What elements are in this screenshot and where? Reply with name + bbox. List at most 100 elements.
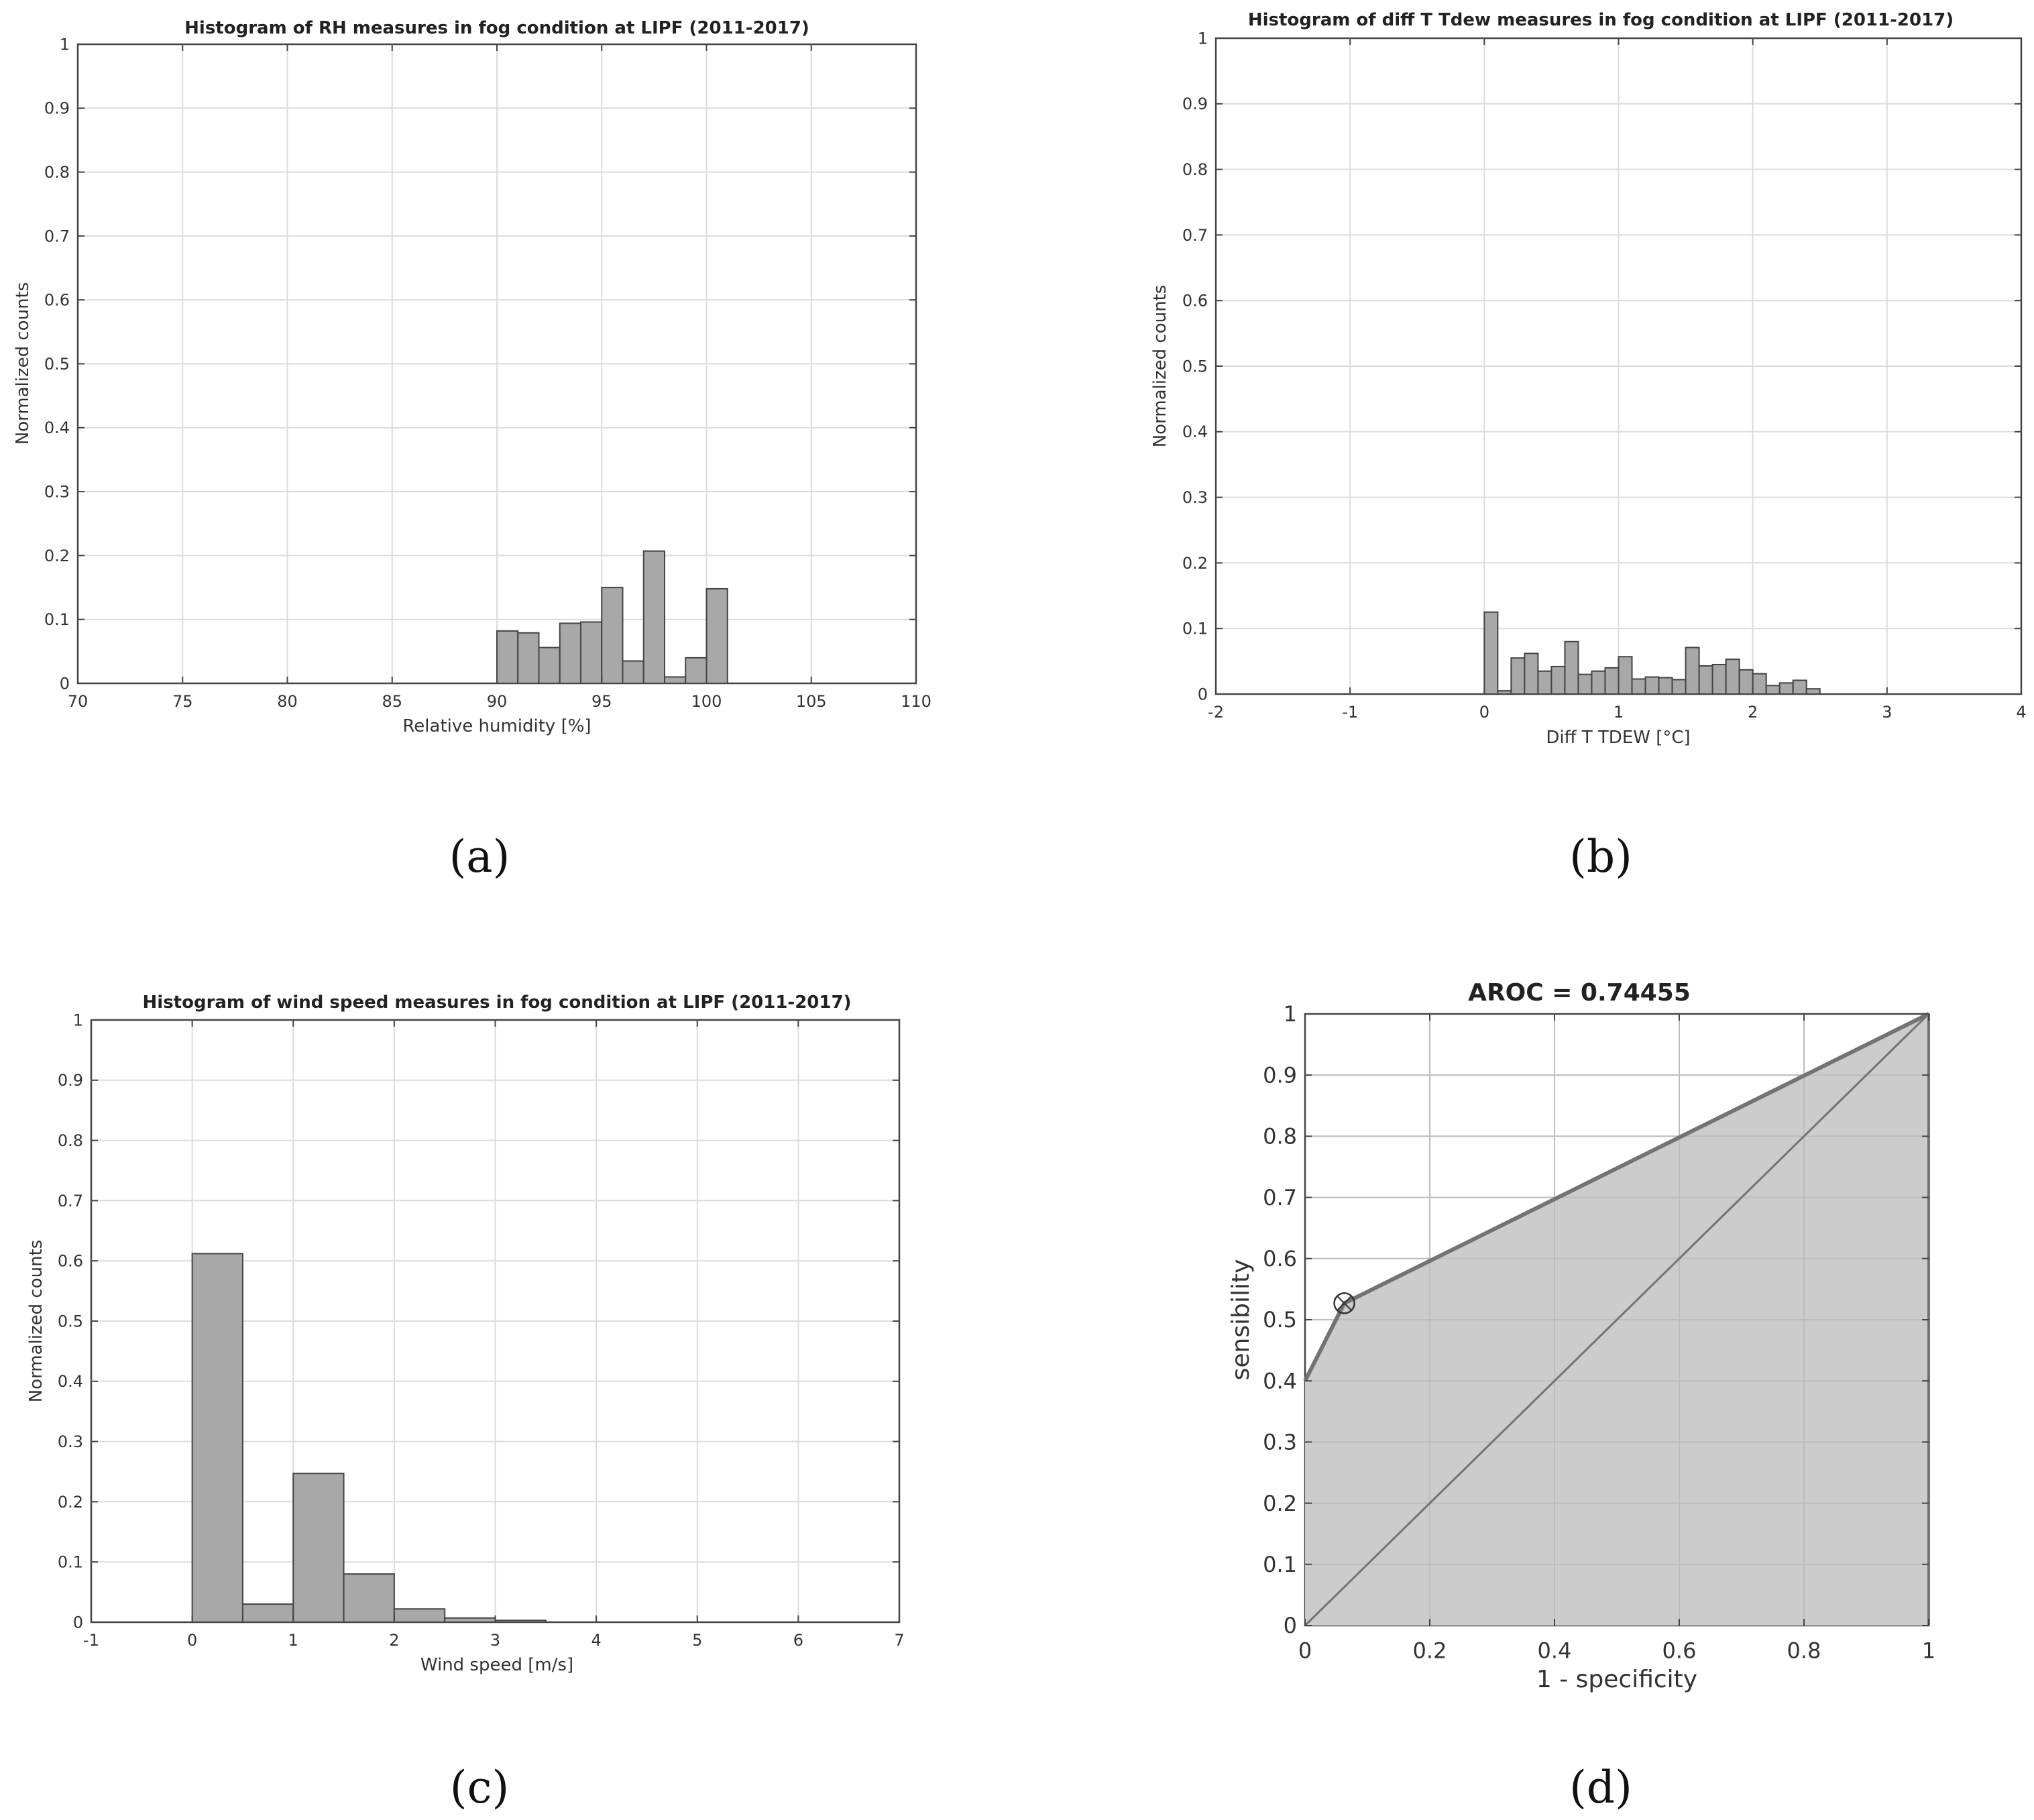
y-tick-label: 0.2 (44, 547, 70, 565)
y-tick-label: 0.5 (1182, 357, 1208, 376)
y-tick-label: 0.3 (44, 483, 70, 502)
histogram-bar (1671, 679, 1687, 695)
histogram-bar (517, 632, 540, 685)
x-tick-label: 0 (1479, 703, 1489, 722)
panel-b-ylabel: Normalized counts (1150, 285, 1170, 448)
y-tick-label: 0.5 (58, 1312, 83, 1330)
y-tick-label: 0 (73, 1613, 83, 1632)
x-tick-label: 95 (591, 692, 612, 711)
histogram-bar (1738, 669, 1754, 695)
y-tick-label: 0.5 (1263, 1307, 1297, 1332)
histogram-bar (1631, 678, 1646, 695)
histogram-bar (1591, 670, 1606, 695)
x-tick-label: -2 (1208, 703, 1224, 722)
panel-b-diff-histogram: Histogram of diff T Tdew measures in fog… (1150, 10, 2027, 748)
x-tick-label: 6 (793, 1631, 803, 1650)
panel-a-rh-histogram: Histogram of RH measures in fog conditio… (13, 18, 931, 736)
histogram-bar (1577, 673, 1593, 695)
x-tick-label: 1 (1614, 703, 1624, 722)
chance-diagonal (1304, 1013, 1930, 1627)
y-tick-label: 0.7 (1263, 1185, 1297, 1210)
x-tick-label: 2 (1748, 703, 1758, 722)
x-tick-label: -1 (1342, 703, 1358, 722)
histogram-bar (494, 1619, 547, 1623)
y-tick-label: 0.4 (1182, 422, 1208, 441)
histogram-bar (1564, 640, 1579, 695)
x-tick-label: 100 (691, 692, 722, 711)
y-tick-label: 0.9 (58, 1071, 83, 1090)
histogram-bar (241, 1603, 294, 1624)
x-tick-label: 2 (389, 1631, 399, 1650)
y-tick-label: 0.4 (58, 1372, 83, 1391)
panel-label-d: (d) (1569, 1762, 1632, 1813)
y-tick-label: 0.1 (1263, 1552, 1297, 1577)
y-tick-label: 0.7 (1182, 226, 1208, 245)
y-tick-label: 0.3 (1182, 488, 1208, 507)
panel-d-roc-curve: AROC = 0.74455 0 0.2 0.4 0.6 0.8 1 0 0.1 0.2 0.3… (1227, 979, 1935, 1693)
x-tick-label: 3 (490, 1631, 500, 1650)
histogram-bar (559, 622, 581, 685)
y-tick-label: 0.8 (1263, 1124, 1297, 1149)
histogram-bar (1752, 673, 1767, 695)
histogram-bar (642, 550, 665, 684)
x-tick-label: 85 (382, 692, 402, 711)
y-tick-label: 0.2 (1182, 554, 1208, 573)
optimal-point-marker (1333, 1292, 1355, 1314)
x-tick-label: -1 (83, 1631, 99, 1650)
histogram-bar (1685, 646, 1700, 695)
histogram-bar (1524, 652, 1539, 695)
x-tick-label: 4 (591, 1631, 601, 1650)
panel-c-title: Histogram of wind speed measures in fog … (143, 992, 852, 1013)
panel-d-title: AROC = 0.74455 (1468, 979, 1691, 1007)
panel-a-ylabel: Normalized counts (13, 282, 33, 445)
y-tick-label: 0 (1284, 1613, 1297, 1638)
panel-c-wind-histogram: Histogram of wind speed measures in fog … (26, 992, 905, 1675)
panel-d-xlabel: 1 - specificity (1536, 1666, 1697, 1693)
panel-label-c: (c) (450, 1762, 509, 1813)
optimal-point-cross (1337, 1296, 1352, 1311)
y-tick-label: 0.5 (44, 355, 70, 374)
x-tick-label: 80 (277, 692, 298, 711)
y-tick-label: 0.6 (44, 291, 70, 310)
y-tick-label: 0.7 (44, 227, 70, 245)
histogram-bar (496, 630, 519, 684)
histogram-bar (393, 1608, 446, 1623)
histogram-bar (1725, 659, 1740, 695)
histogram-bar (601, 587, 624, 684)
x-tick-label: 0.6 (1662, 1638, 1697, 1663)
histogram-bar (1618, 656, 1633, 695)
panel-a-xlabel: Relative humidity [%] (402, 716, 591, 736)
histogram-bar (1805, 688, 1821, 695)
y-tick-label: 1 (1198, 29, 1208, 48)
x-tick-label: 90 (487, 692, 508, 711)
x-tick-label: 70 (68, 692, 89, 711)
y-tick-label: 0.1 (58, 1553, 83, 1572)
histogram-bar (1550, 665, 1566, 695)
x-tick-label: 0.4 (1538, 1638, 1572, 1663)
y-tick-label: 0.3 (1263, 1430, 1297, 1455)
histogram-bar (622, 660, 644, 685)
y-tick-label: 0.2 (1263, 1491, 1297, 1516)
y-tick-label: 0.1 (44, 610, 70, 629)
histogram-bar (685, 657, 708, 685)
histogram-bar (1765, 685, 1781, 695)
y-tick-label: 0.7 (58, 1192, 83, 1210)
x-tick-label: 7 (894, 1631, 904, 1650)
histogram-bar (1644, 676, 1660, 695)
histogram-bar (1711, 663, 1727, 695)
y-tick-label: 0.8 (1182, 160, 1208, 179)
y-tick-label: 0 (60, 674, 70, 693)
panel-label-a: (a) (449, 831, 510, 883)
y-tick-label: 0.6 (58, 1252, 83, 1271)
panel-d-ylabel: sensibility (1227, 1259, 1255, 1381)
y-tick-label: 0.8 (44, 163, 70, 182)
y-tick-label: 0.6 (1182, 292, 1208, 310)
y-tick-label: 0 (1198, 685, 1208, 703)
histogram-bar (1658, 677, 1673, 695)
histogram-bar (444, 1617, 496, 1624)
histogram-bar (580, 621, 603, 685)
panel-c-xlabel: Wind speed [m/s] (420, 1655, 573, 1675)
y-tick-label: 0.8 (58, 1131, 83, 1150)
histogram-bar (1510, 657, 1526, 695)
